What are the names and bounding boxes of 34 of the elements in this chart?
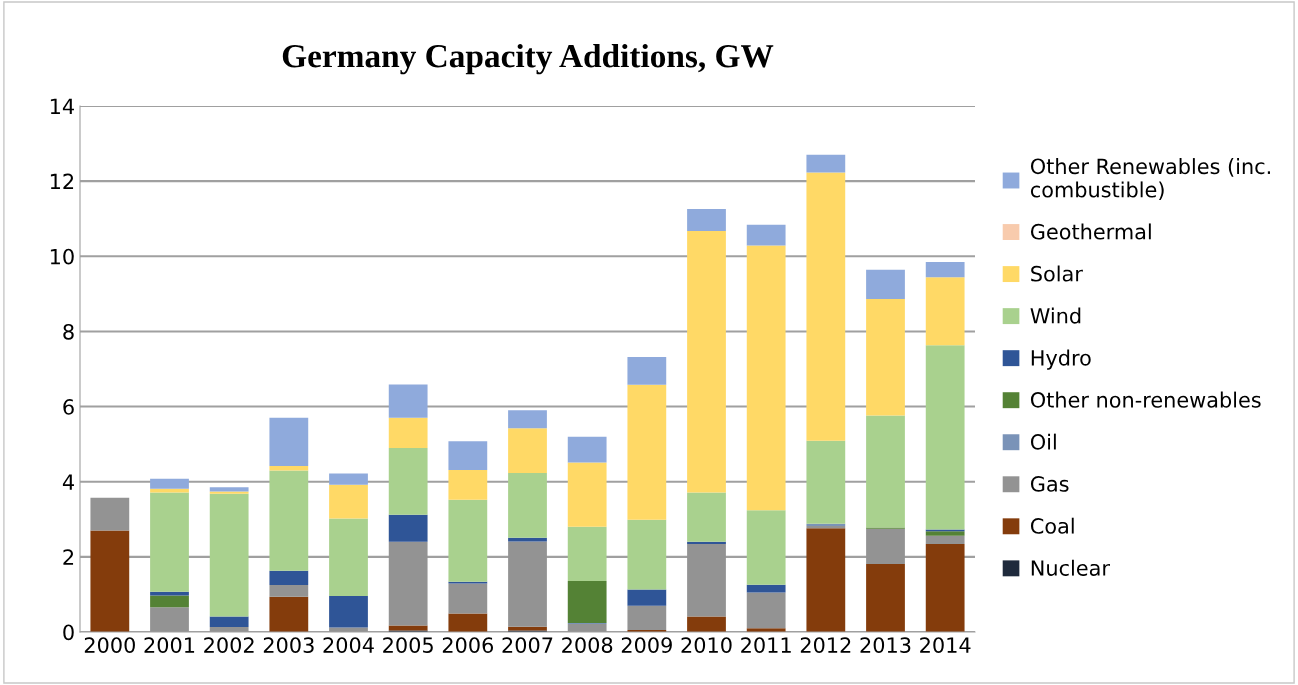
legend-label: Wind — [1030, 307, 1081, 324]
x-tick-label: 2014 — [920, 637, 971, 653]
x-tick-label: 2005 — [383, 637, 433, 653]
x-tick-label: 2011 — [741, 637, 791, 653]
x-tick-label: 2013 — [860, 637, 911, 653]
x-tick-label: 2002 — [204, 637, 254, 653]
y-tick-label: 14 — [50, 98, 74, 114]
y-tick-label: 8 — [63, 323, 74, 340]
y-tick-label: 6 — [63, 399, 74, 415]
legend-label: Hydro — [1031, 349, 1091, 370]
x-tick-label: 2001 — [144, 637, 195, 653]
legend-label: Coal — [1030, 517, 1074, 534]
y-tick-label: 10 — [50, 248, 74, 265]
x-tick-label: 2006 — [442, 637, 494, 653]
legend-label: Geothermal — [1030, 223, 1151, 240]
legend-label: Gas — [1030, 476, 1069, 492]
legend-label: Solar — [1031, 265, 1083, 282]
x-tick-label: 2007 — [502, 637, 553, 653]
y-tick-label: 2 — [63, 549, 74, 565]
y-tick-label: 4 — [62, 474, 74, 490]
x-tick-label: 2010 — [681, 637, 732, 653]
x-tick-label: 2000 — [84, 637, 135, 653]
y-tick-label: 0 — [63, 624, 74, 641]
x-tick-label: 2008 — [562, 637, 613, 653]
y-tick-label: 12 — [50, 173, 74, 190]
chart-title: Germany Capacity Additions, GW — [282, 43, 774, 75]
x-tick-label: 2003 — [263, 637, 314, 653]
legend-label: Other Renewables (inc. combustible) — [1030, 158, 1270, 200]
x-tick-label: 2009 — [621, 637, 672, 653]
legend-label: Other non-renewables — [1030, 391, 1261, 408]
x-tick-label: 2004 — [323, 637, 374, 653]
legend-label: Oil — [1030, 433, 1056, 450]
x-tick-label: 2012 — [800, 637, 851, 653]
legend-label: Nuclear — [1031, 559, 1110, 576]
